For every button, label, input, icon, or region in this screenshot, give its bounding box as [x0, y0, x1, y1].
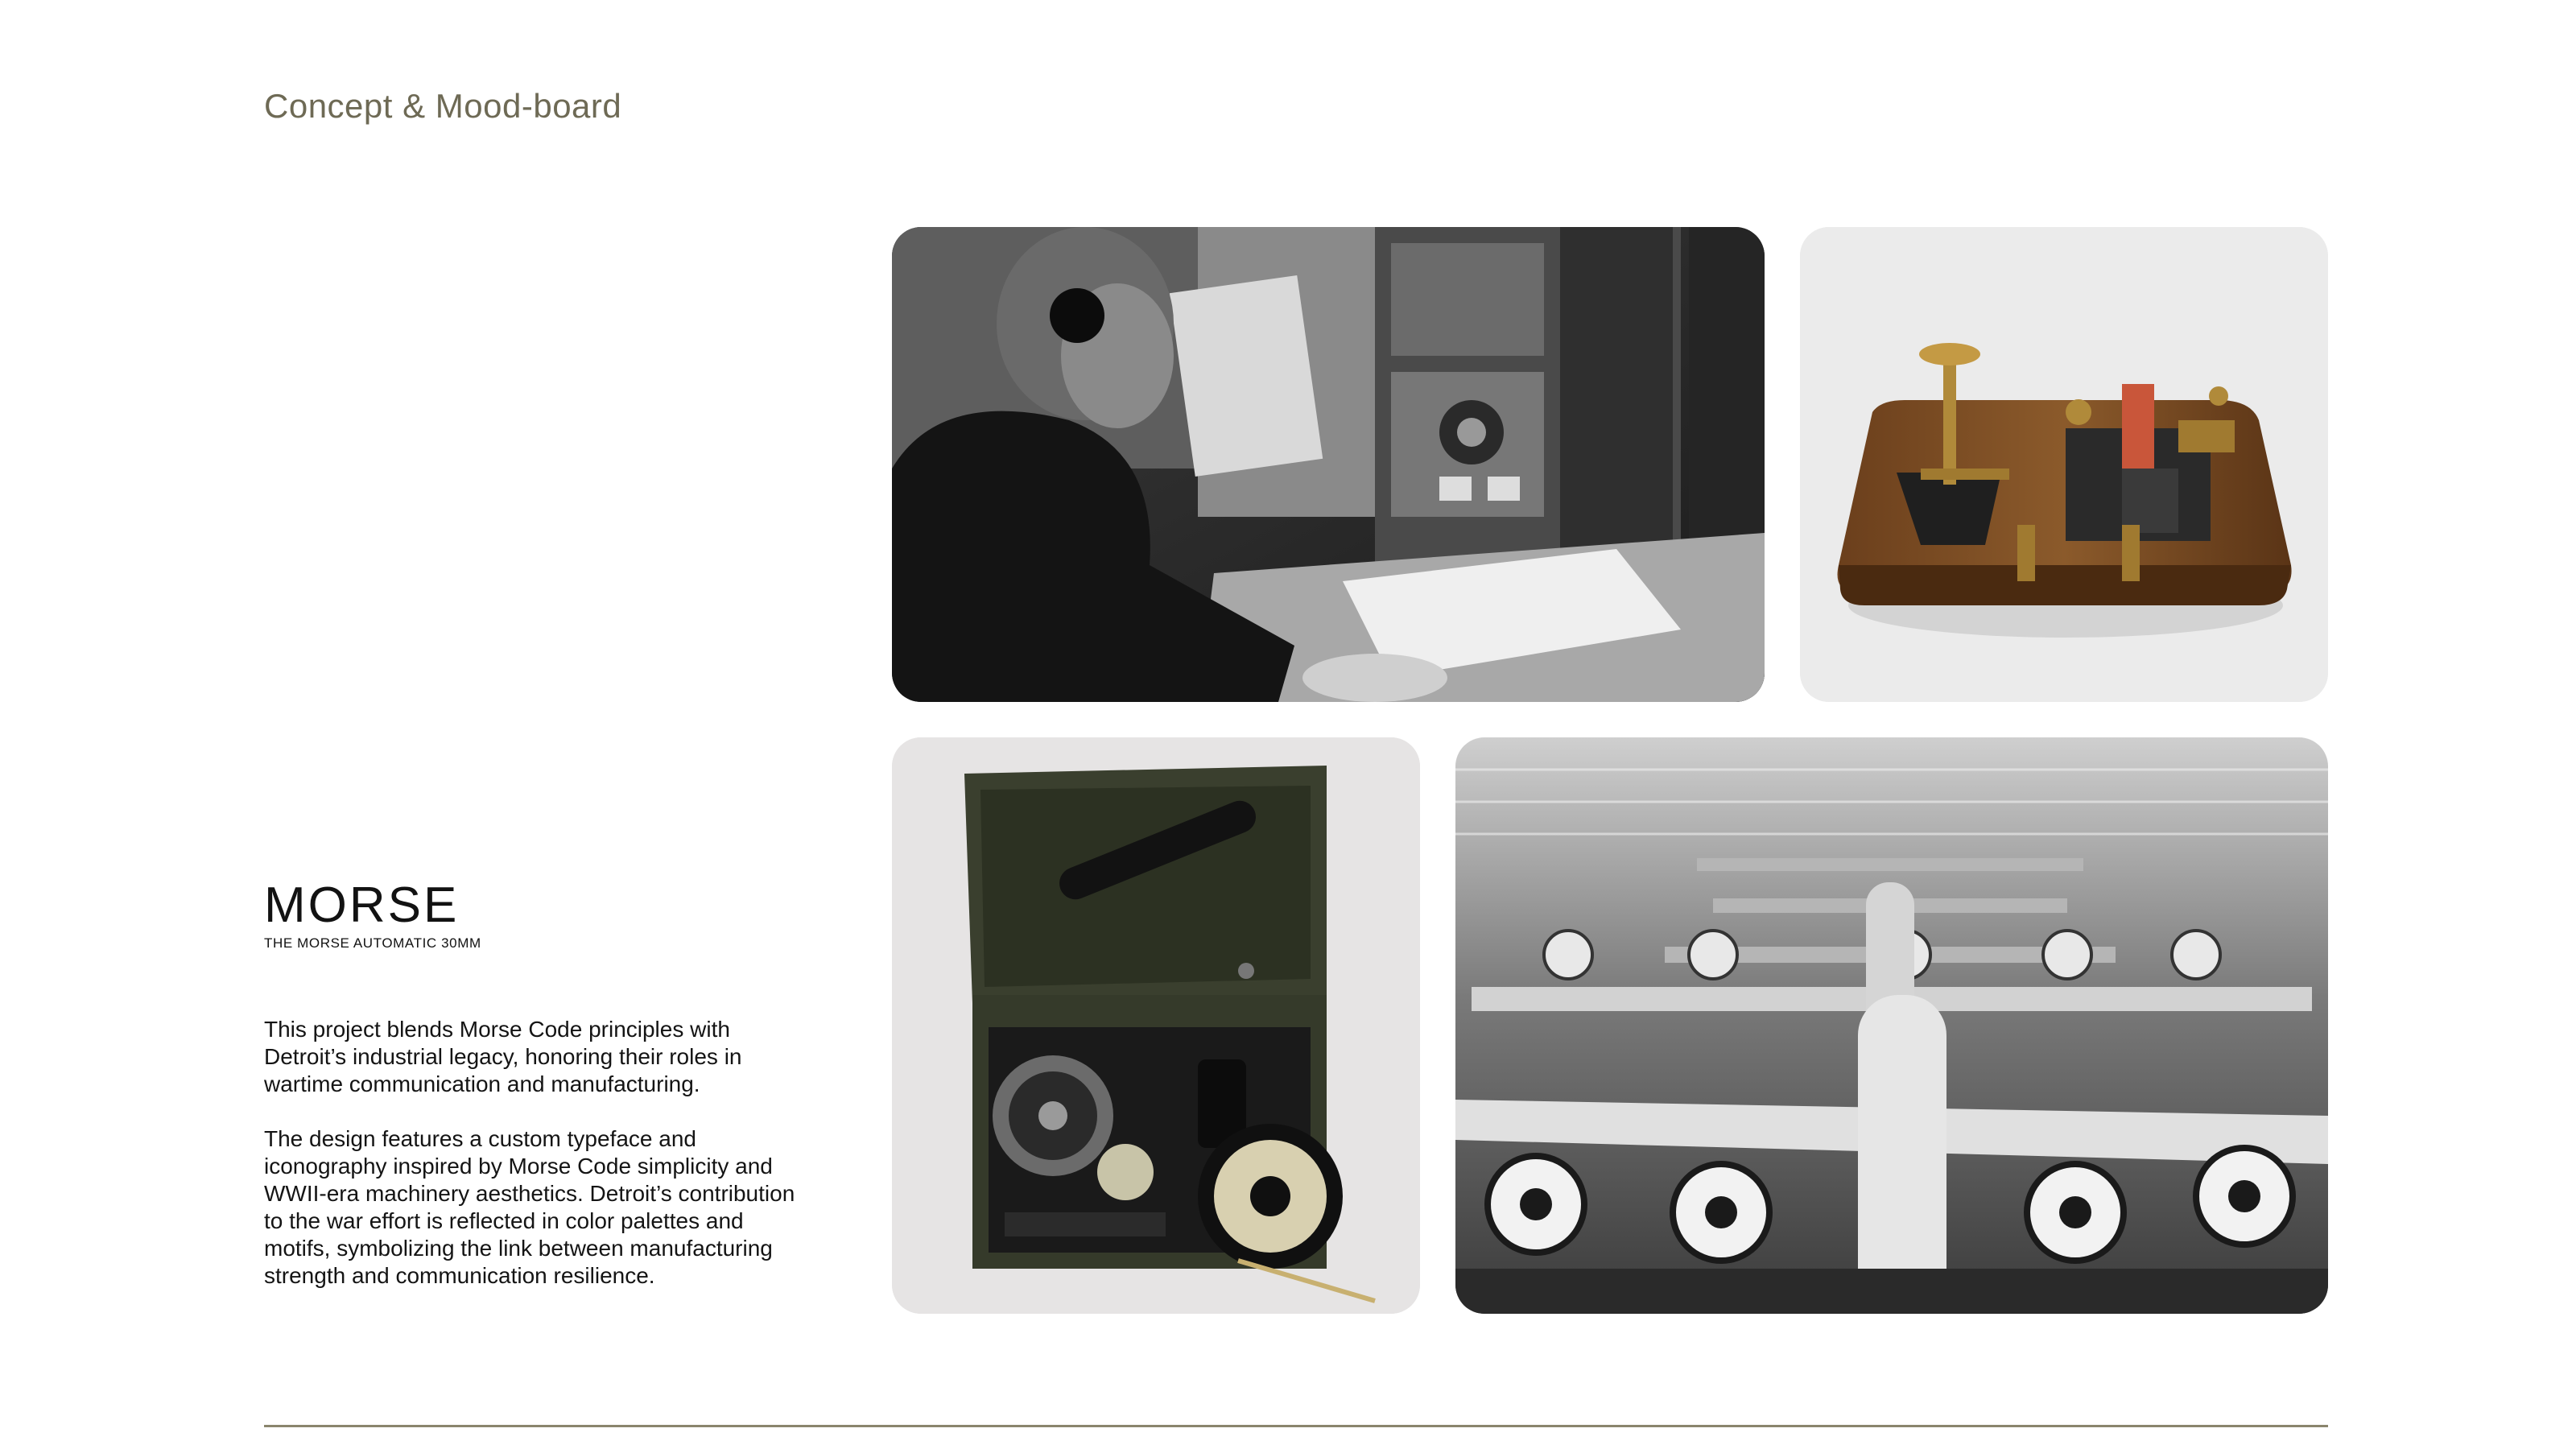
page-title: Concept & Mood-board [264, 87, 622, 125]
film-projector-photo [892, 737, 1420, 1314]
description-paragraph-2: The design features a custom typeface an… [264, 1126, 795, 1288]
footer-divider [264, 1425, 2328, 1427]
project-description: This project blends Morse Code principle… [264, 1016, 795, 1317]
radio-operator-photo [892, 227, 1765, 702]
brand-block: MORSE THE MORSE AUTOMATIC 30MM [264, 877, 795, 952]
telegraph-key-photo [1800, 227, 2328, 702]
bomber-assembly-line-photo [1455, 737, 2328, 1314]
brand-subtitle: THE MORSE AUTOMATIC 30MM [264, 935, 481, 951]
description-paragraph-1: This project blends Morse Code principle… [264, 1017, 742, 1096]
brand-name: MORSE [264, 877, 460, 933]
